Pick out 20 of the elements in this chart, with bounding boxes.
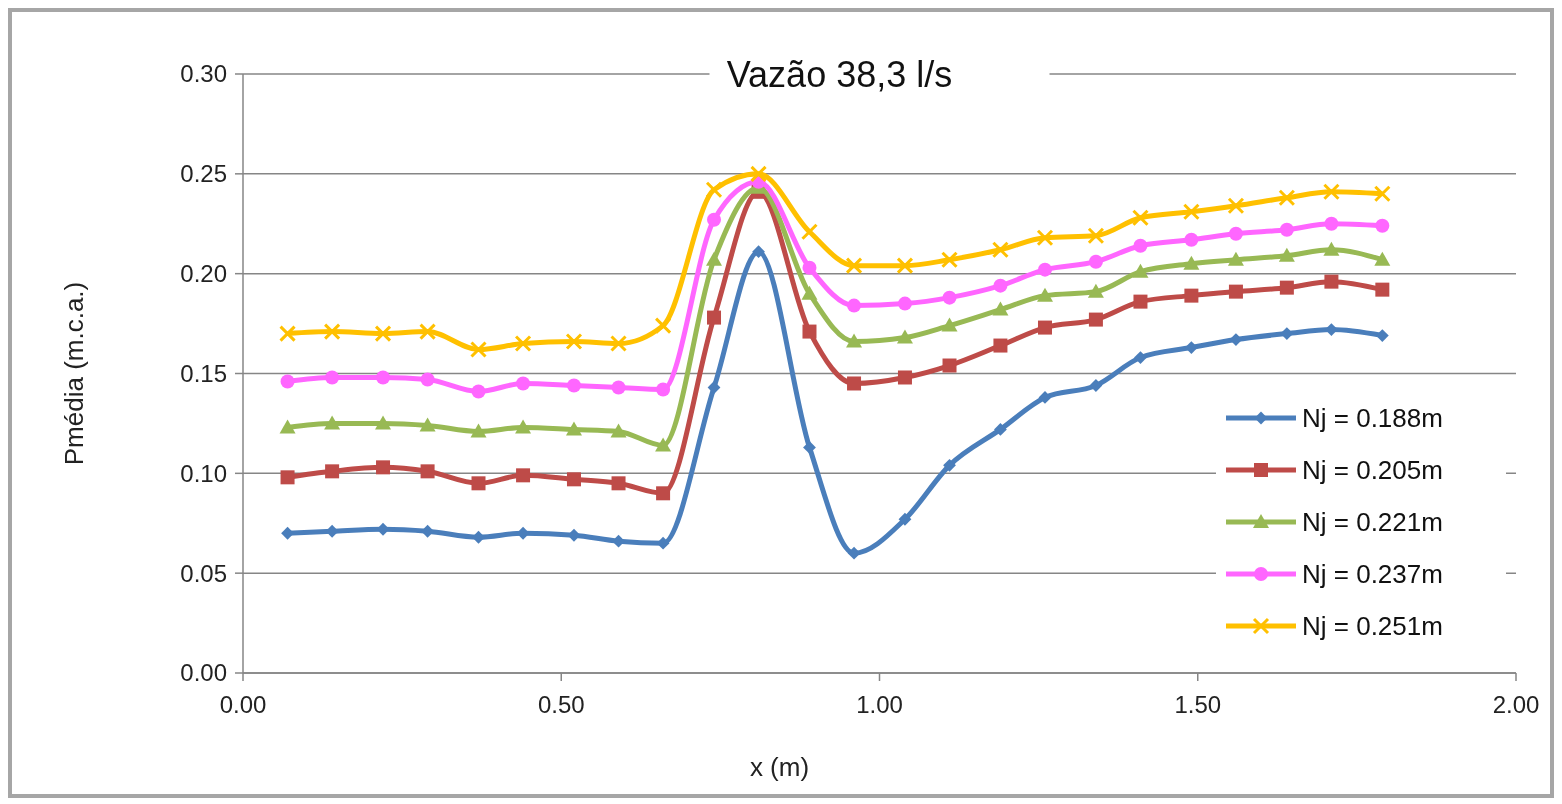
x-tick-label: 1.50	[1174, 691, 1222, 718]
x-tick-label: 0.00	[219, 691, 267, 718]
y-tick-label: 0.00	[180, 659, 227, 687]
legend-label: Nj = 0.251m	[1302, 611, 1443, 642]
x-tick-label: 2.00	[1492, 691, 1540, 718]
y-tick-label: 0.30	[180, 60, 227, 88]
legend-label: Nj = 0.221m	[1302, 507, 1443, 538]
y-tick-label: 0.20	[180, 260, 227, 288]
y-tick-label: 0.05	[180, 559, 227, 587]
legend-label: Nj = 0.188m	[1302, 403, 1443, 434]
y-tick-label: 0.25	[180, 160, 227, 188]
y-axis-title: Pmédia (m.c.a.)	[59, 281, 89, 466]
x-axis-title: x (m)	[749, 752, 810, 782]
x-tick-label: 1.00	[856, 691, 903, 718]
y-tick-label: 0.10	[180, 459, 227, 487]
y-tick-label: 0.15	[180, 359, 227, 387]
x-tick-label: 0.50	[537, 691, 585, 718]
legend-label: Nj = 0.237m	[1302, 559, 1443, 590]
chart-title: Vazão 38,3 l/s	[726, 53, 953, 95]
legend-label: Nj = 0.205m	[1302, 455, 1443, 486]
